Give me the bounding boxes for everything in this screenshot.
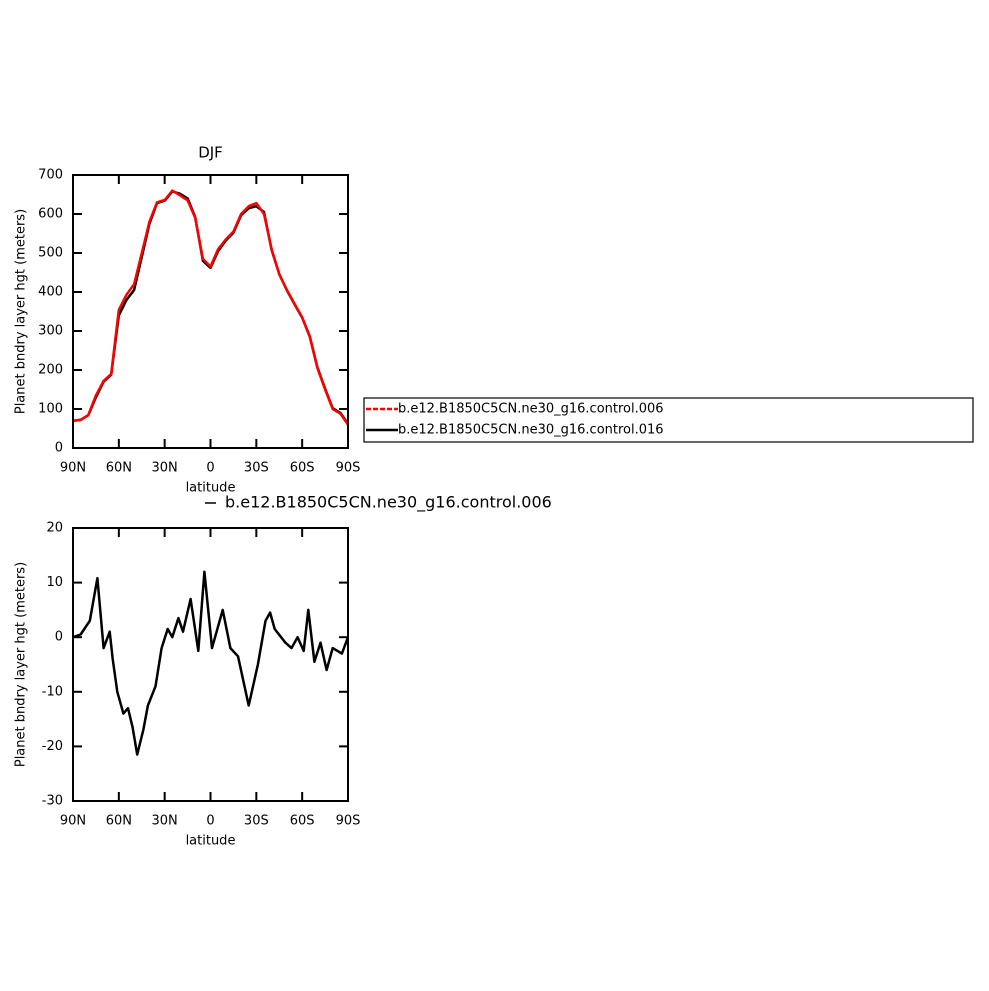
y-tick-label: 200 xyxy=(38,363,63,378)
plot-frame xyxy=(72,174,349,449)
x-tick-label: 30N xyxy=(152,461,178,476)
x-tick-label: 60S xyxy=(290,814,315,829)
x-tick-label: 60N xyxy=(106,461,132,476)
plot-frame xyxy=(72,527,349,802)
y-tick-label: 600 xyxy=(38,207,63,222)
y-tick-label: 100 xyxy=(38,402,63,417)
y-tick-label: 500 xyxy=(38,246,63,261)
legend-label: b.e12.B1850C5CN.ne30_g16.control.006 xyxy=(225,493,552,513)
x-tick-label: 30S xyxy=(244,814,269,829)
x-tick-label: 90S xyxy=(336,814,361,829)
y-tick-label: -10 xyxy=(42,684,63,699)
y-tick-label: 300 xyxy=(38,324,63,339)
x-tick-label: 0 xyxy=(206,814,214,829)
y-axis-label: Planet bndry layer hgt (meters) xyxy=(14,209,29,414)
y-tick-label: 700 xyxy=(38,168,63,183)
y-axis-label: Planet bndry layer hgt (meters) xyxy=(14,562,29,767)
y-tick-label: 0 xyxy=(55,630,63,645)
x-axis-label: latitude xyxy=(186,481,236,496)
x-tick-label: 90N xyxy=(60,461,86,476)
x-tick-label: 90N xyxy=(60,814,86,829)
y-tick-label: -30 xyxy=(42,794,63,809)
x-tick-label: 60S xyxy=(290,461,315,476)
y-tick-label: -20 xyxy=(42,739,63,754)
x-tick-label: 0 xyxy=(206,461,214,476)
legend-box xyxy=(363,397,974,443)
chart-title: DJF xyxy=(198,144,223,162)
x-tick-label: 60N xyxy=(106,814,132,829)
y-tick-label: 20 xyxy=(46,521,63,536)
y-tick-label: 10 xyxy=(46,575,63,590)
legend-label: b.e12.B1850C5CN.ne30_g16.control.016 xyxy=(398,423,664,438)
x-tick-label: 30S xyxy=(244,461,269,476)
data-line xyxy=(73,570,348,756)
data-line xyxy=(73,190,348,425)
y-tick-label: 0 xyxy=(55,441,63,456)
legend-label: b.e12.B1850C5CN.ne30_g16.control.006 xyxy=(398,402,664,417)
x-axis-label: latitude xyxy=(186,834,236,849)
data-line xyxy=(73,189,348,426)
y-tick-label: 400 xyxy=(38,285,63,300)
x-tick-label: 90S xyxy=(336,461,361,476)
x-tick-label: 30N xyxy=(152,814,178,829)
